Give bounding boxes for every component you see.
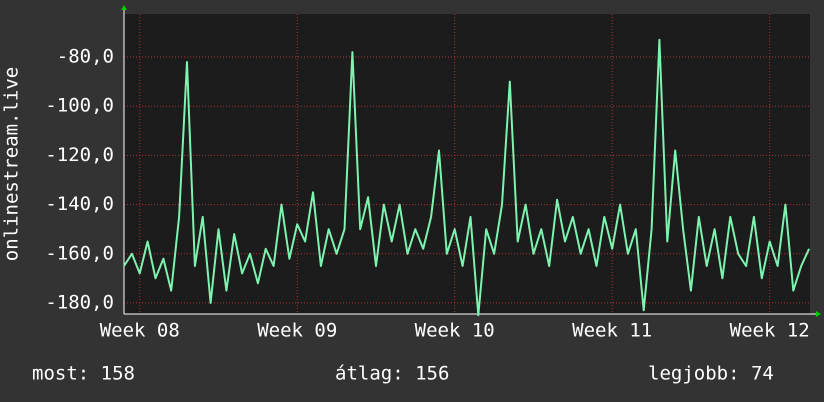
y-tick-label: -100,0 (45, 95, 114, 117)
x-tick-label: Week 11 (572, 320, 652, 342)
footer-current: most: 158 (32, 363, 135, 385)
plot-area (124, 14, 810, 314)
y-tick-label: -80,0 (57, 46, 114, 68)
y-tick-label: -180,0 (45, 291, 114, 313)
axis-arrow (816, 311, 821, 317)
x-tick-label: Week 12 (730, 320, 810, 342)
y-tick-label: -120,0 (45, 144, 114, 166)
y-tick-label: -160,0 (45, 242, 114, 264)
x-tick-label: Week 10 (415, 320, 495, 342)
x-tick-label: Week 09 (257, 320, 337, 342)
footer-average: átlag: 156 (335, 363, 449, 385)
footer-best: legjobb: 74 (648, 363, 774, 385)
axis-arrow (121, 5, 127, 10)
y-axis-label: onlinestream.live (1, 67, 23, 261)
y-tick-label: -140,0 (45, 193, 114, 215)
x-tick-label: Week 08 (100, 320, 180, 342)
data-line (123, 38, 811, 317)
